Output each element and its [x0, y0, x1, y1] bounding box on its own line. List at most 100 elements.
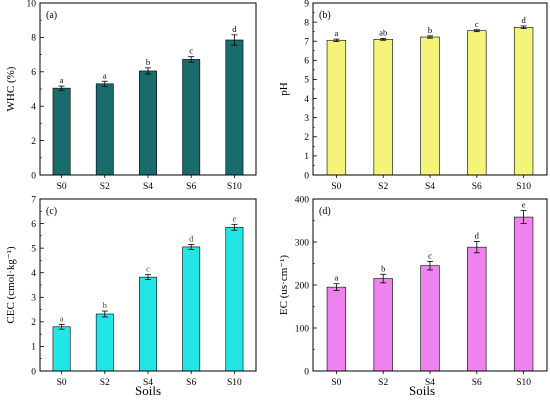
bar	[420, 265, 440, 372]
bar	[467, 246, 487, 372]
y-axis-label: WHC (%)	[5, 66, 17, 111]
panel-label: (c)	[46, 206, 57, 217]
x-tick-label: S10	[227, 378, 242, 388]
x-tick-label: S0	[331, 378, 341, 388]
y-tick-label: 0	[304, 171, 309, 181]
y-tick-label: 400	[295, 195, 310, 205]
x-tick-label: S0	[331, 182, 341, 192]
y-tick-label: 3	[31, 294, 36, 304]
x-tick-label: S0	[57, 182, 67, 192]
bar	[326, 39, 347, 176]
y-tick-label: 7	[31, 195, 36, 205]
chart-panel-4: a S0 b S2 c S4 d S6 e S10 0 100 200 300 400 (d) EC (us·c…	[278, 195, 548, 388]
y-tick-label: 6	[304, 57, 309, 67]
significance-letter: e	[522, 200, 526, 210]
significance-letter: c	[189, 46, 193, 56]
x-tick-label: S4	[425, 182, 435, 192]
x-tick-label: S10	[227, 182, 242, 192]
x-tick-label: S4	[143, 182, 153, 192]
chart-panel-3: a S0 b S2 c S4 d S6 e S10 0 1 2 3 4 5 6 7 (c) CEC (cmol·kg⁻…	[5, 195, 257, 388]
x-tick-label: S4	[143, 378, 153, 388]
y-tick-label: 5	[304, 76, 309, 86]
shared-x-axis-label: Soils	[409, 383, 435, 398]
bar	[373, 39, 393, 176]
bar	[139, 276, 157, 372]
y-axis-label: EC (us·cm⁻¹)	[278, 255, 290, 315]
panel-label: (a)	[46, 10, 57, 21]
plot-frame	[39, 2, 257, 176]
bar	[467, 30, 487, 176]
panel-label: (d)	[319, 206, 331, 217]
bar	[513, 26, 534, 176]
y-tick-label: 8	[31, 34, 36, 44]
y-tick-label: 5	[31, 244, 36, 254]
x-tick-label: S2	[100, 182, 110, 192]
significance-letter: d	[521, 15, 526, 25]
y-tick-label: 100	[295, 324, 310, 334]
chart-panel-2: a S0 ab S2 b S4 c S6 d S10 0 1 2 3 4 5 6 7 8 9 (b) pH	[278, 0, 548, 192]
significance-letter: e	[233, 213, 237, 223]
bar	[182, 59, 201, 176]
y-tick-label: 8	[304, 18, 309, 28]
plot-frame	[39, 198, 257, 372]
significance-letter: b	[103, 300, 107, 310]
plot-frame	[312, 2, 548, 176]
x-tick-label: S6	[186, 182, 196, 192]
y-tick-label: 0	[304, 367, 309, 377]
y-tick-label: 3	[304, 114, 309, 124]
y-tick-label: 2	[31, 137, 36, 147]
significance-letter: b	[428, 25, 432, 35]
shared-x-axis-label: Soils	[135, 383, 161, 398]
significance-letter: a	[335, 273, 339, 283]
x-tick-label: S6	[472, 378, 482, 388]
y-axis-label: pH	[278, 82, 290, 96]
bar	[326, 286, 347, 372]
significance-letter: c	[475, 19, 479, 29]
y-tick-label: 200	[295, 281, 310, 291]
significance-letter: b	[146, 57, 150, 67]
x-tick-label: S6	[186, 378, 196, 388]
chart-panel-1: a S0 a S2 b S4 c S6 d S10 0 2 4 6 8 10 (a) WHC (%)	[5, 0, 257, 192]
x-tick-label: S10	[516, 378, 531, 388]
significance-letter: d	[475, 231, 480, 241]
bar	[52, 87, 71, 176]
y-tick-label: 7	[304, 38, 309, 48]
y-tick-label: 300	[295, 238, 310, 248]
y-tick-label: 9	[304, 0, 309, 9]
x-tick-label: S10	[516, 182, 531, 192]
y-tick-label: 2	[31, 318, 36, 328]
bar	[225, 226, 244, 372]
x-tick-label: S2	[378, 182, 388, 192]
significance-letter: d	[189, 233, 194, 243]
y-tick-label: 2	[304, 133, 309, 143]
x-tick-label: S0	[57, 378, 67, 388]
bar	[513, 216, 534, 372]
y-tick-label: 0	[31, 171, 36, 181]
y-tick-label: 6	[31, 68, 36, 78]
bar	[420, 36, 440, 176]
significance-letter: a	[60, 313, 64, 323]
y-tick-label: 4	[31, 269, 36, 279]
y-tick-label: 1	[31, 343, 36, 353]
bar	[95, 83, 114, 176]
bar	[373, 278, 393, 372]
significance-letter: a	[60, 75, 64, 85]
y-tick-label: 10	[27, 0, 37, 9]
x-tick-label: S6	[472, 182, 482, 192]
y-tick-label: 1	[304, 152, 309, 162]
plot-frame	[312, 198, 548, 372]
significance-letter: a	[103, 70, 107, 80]
significance-letter: c	[146, 264, 150, 274]
significance-letter: ab	[379, 27, 387, 37]
significance-letter: a	[335, 28, 339, 38]
bar	[139, 70, 157, 176]
x-tick-label: S4	[425, 378, 435, 388]
y-axis-label: CEC (cmol·kg⁻¹)	[5, 246, 17, 324]
y-tick-label: 4	[304, 95, 309, 105]
y-tick-label: 4	[31, 103, 36, 113]
bar	[52, 326, 71, 372]
y-tick-label: 6	[31, 220, 36, 230]
bar	[182, 246, 201, 372]
significance-letter: d	[232, 24, 237, 34]
